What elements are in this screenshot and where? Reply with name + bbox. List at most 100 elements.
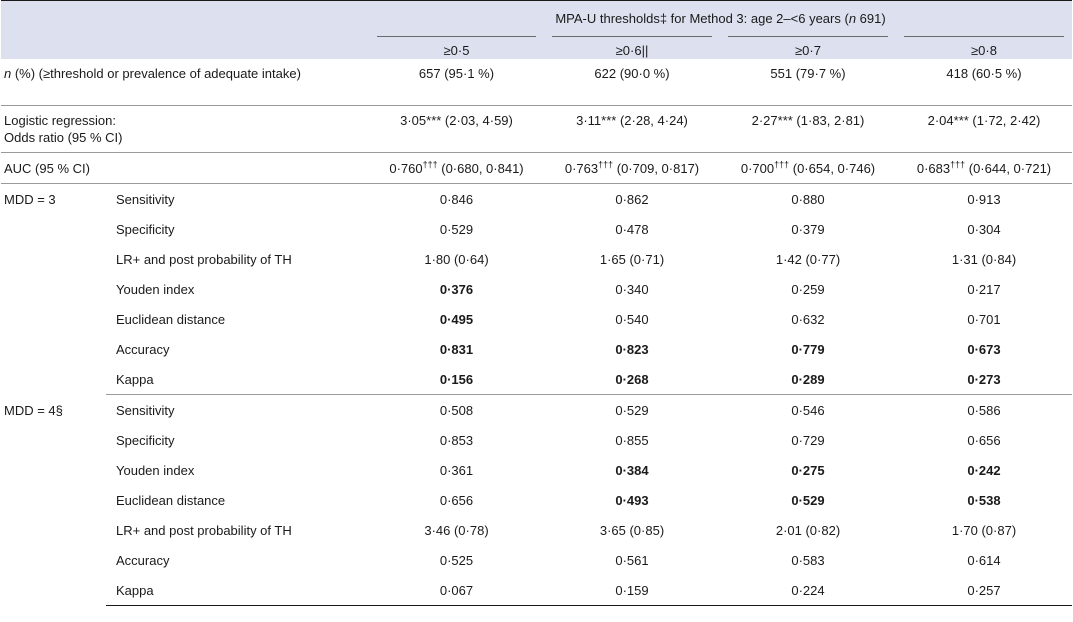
- table-row: Kappa 0·067 0·159 0·224 0·257: [1, 575, 1072, 606]
- table-cell: 0·656: [967, 432, 1001, 448]
- metric-label: Euclidean distance: [116, 311, 226, 327]
- metric-label: Kappa: [106, 575, 369, 606]
- table-cell: 0·259: [791, 281, 825, 297]
- table-cell: 0·156: [369, 364, 544, 395]
- table-cell: 1·42 (0·77): [775, 251, 841, 267]
- threshold-header: ≥0·8: [896, 33, 1072, 59]
- table-cell: 0·729: [791, 432, 825, 448]
- metric-label: Sensitivity: [116, 191, 175, 207]
- table-cell: 0·614: [967, 552, 1001, 568]
- metric-label: Youden index: [116, 462, 195, 478]
- table-cell: 0·855: [615, 432, 649, 448]
- table-cell: 0·273: [896, 364, 1072, 395]
- row-label: AUC (95 % CI): [1, 152, 369, 184]
- threshold-header: ≥0·7: [720, 33, 896, 59]
- table-cell: 2·01 (0·82): [775, 522, 841, 538]
- table-row: Kappa 0·156 0·268 0·289 0·273: [1, 364, 1072, 395]
- metric-label: Sensitivity: [116, 402, 175, 418]
- table-cell: 0·242: [967, 462, 1001, 478]
- table-cell: 0·379: [791, 221, 825, 237]
- table-cell: 3·05*** (2·03, 4·59): [369, 105, 544, 153]
- table-cell: 1·70 (0·87): [951, 522, 1017, 538]
- table-row: Youden index 0·376 0·340 0·259 0·217: [1, 274, 1072, 304]
- table-cell: 0·508: [439, 402, 474, 418]
- table-cell: 0·583: [791, 552, 825, 568]
- table-cell: 657 (95·1 %): [369, 59, 544, 106]
- table-cell: 0·159: [544, 575, 720, 606]
- table-cell: 0·067: [369, 575, 544, 606]
- table-cell: 3·11*** (2·28, 4·24): [544, 105, 720, 153]
- table-row: Logistic regression: Odds ratio (95 % CI)…: [1, 105, 1072, 153]
- table-cell: 0·546: [791, 402, 825, 418]
- table-row: Accuracy 0·525 0·561 0·583 0·614: [1, 545, 1072, 575]
- table-cell: 0·700††† (0·654, 0·746): [720, 152, 896, 184]
- table-cell: 0·586: [967, 402, 1001, 418]
- table-cell: 0·779: [791, 341, 825, 357]
- table-cell: 0·495: [439, 311, 474, 327]
- table-cell: 0·275: [791, 462, 825, 478]
- table-cell: 1·31 (0·84): [951, 251, 1017, 267]
- threshold-header: ≥0·6||: [544, 33, 720, 59]
- table-cell: 0·656: [439, 492, 474, 508]
- table-cell: 0·529: [439, 221, 474, 237]
- table-row: Specificity 0·529 0·478 0·379 0·304: [1, 214, 1072, 244]
- table-row: LR+ and post probability of TH 1·80 (0·64…: [1, 244, 1072, 274]
- table-cell: 418 (60·5 %): [896, 59, 1072, 106]
- group-label: MDD = 3: [4, 192, 56, 207]
- table-cell: 0·632: [791, 311, 825, 327]
- threshold-header: ≥0·5: [369, 33, 544, 59]
- table-cell: 0·538: [967, 492, 1001, 508]
- table-cell: 622 (90·0 %): [544, 59, 720, 106]
- table-cell: 0·561: [615, 552, 649, 568]
- metric-label: Specificity: [116, 221, 175, 237]
- table-cell: 0·361: [439, 462, 474, 478]
- table-cell: 551 (79·7 %): [720, 59, 896, 106]
- table-row: Euclidean distance 0·656 0·493 0·529 0·538: [1, 485, 1072, 515]
- table-cell: 0·340: [615, 281, 649, 297]
- table-cell: 2·04*** (1·72, 2·42): [896, 105, 1072, 153]
- table-cell: 2·27*** (1·83, 2·81): [720, 105, 896, 153]
- group-header: MPA-U thresholds‡ for Method 3: age 2–<6…: [555, 10, 886, 26]
- table-cell: 0·760††† (0·680, 0·841): [369, 152, 544, 184]
- table-cell: 1·80 (0·64): [424, 251, 489, 267]
- table-cell: 0·701: [967, 311, 1001, 327]
- table-cell: 0·289: [720, 364, 896, 395]
- table-row: MDD = 4§ Sensitivity 0·508 0·529 0·546 0·586: [1, 395, 1072, 426]
- table-cell: 0·540: [615, 311, 649, 327]
- table-row: n (%) (≥threshold or prevalence of adequ…: [1, 59, 1072, 106]
- table-cell: 0·304: [967, 221, 1001, 237]
- table-cell: 0·529: [791, 492, 825, 508]
- row-label: n (%) (≥threshold or prevalence of adequ…: [1, 59, 369, 106]
- table-cell: 0·268: [544, 364, 720, 395]
- table-cell: 3·46 (0·78): [424, 522, 489, 538]
- table-cell: 0·823: [615, 341, 649, 357]
- metric-label: Euclidean distance: [116, 492, 226, 508]
- group-label: MDD = 4§: [4, 402, 63, 418]
- table-cell: 0·846: [439, 191, 474, 207]
- table-cell: 0·224: [720, 575, 896, 606]
- table-cell: 0·913: [967, 191, 1001, 207]
- table-body: n (%) (≥threshold or prevalence of adequ…: [1, 59, 1072, 606]
- table-cell: 3·65 (0·85): [599, 522, 665, 538]
- results-table: MPA-U thresholds‡ for Method 3: age 2–<6…: [1, 0, 1072, 606]
- table-cell: 0·862: [615, 191, 649, 207]
- table-cell: 0·257: [896, 575, 1072, 606]
- table-cell: 1·65 (0·71): [599, 251, 665, 267]
- table-row: AUC (95 % CI) 0·760††† (0·680, 0·841) 0·76…: [1, 152, 1072, 184]
- table-row: Euclidean distance 0·495 0·540 0·632 0·701: [1, 304, 1072, 334]
- metric-label: Accuracy: [116, 552, 170, 568]
- metric-label: LR+ and post probability of TH: [116, 251, 292, 267]
- table-cell: 0·853: [439, 432, 474, 448]
- row-label: Logistic regression: Odds ratio (95 % CI): [1, 105, 369, 153]
- table-cell: 0·831: [439, 341, 474, 357]
- table-row: LR+ and post probability of TH 3·46 (0·78…: [1, 515, 1072, 545]
- table-row: MDD = 3 Sensitivity 0·846 0·862 0·880 0·913: [1, 184, 1072, 215]
- table-row: Youden index 0·361 0·384 0·275 0·242: [1, 455, 1072, 485]
- table-cell: 0·673: [967, 341, 1001, 357]
- table-cell: 0·478: [615, 221, 649, 237]
- metric-label: Youden index: [116, 281, 195, 297]
- table-row: Accuracy 0·831 0·823 0·779 0·673: [1, 334, 1072, 364]
- table-cell: 0·763††† (0·709, 0·817): [544, 152, 720, 184]
- table-cell: 0·376: [439, 281, 474, 297]
- table-cell: 0·683††† (0·644, 0·721): [896, 152, 1072, 184]
